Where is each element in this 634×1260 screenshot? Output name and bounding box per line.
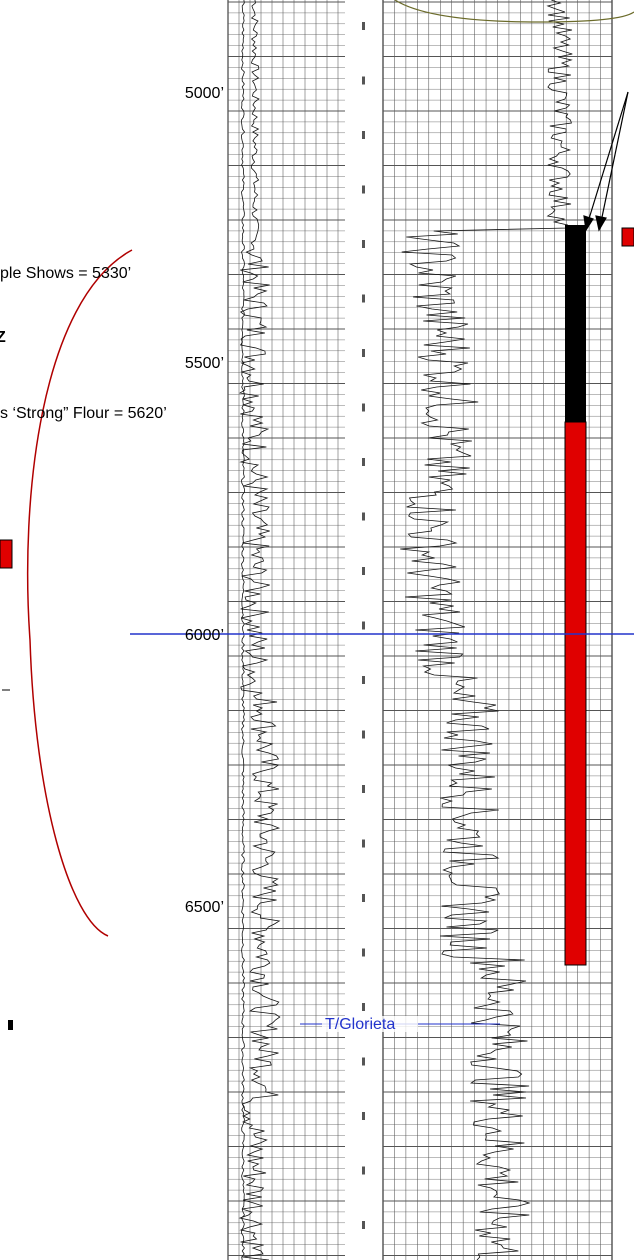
depth-tick: [362, 1221, 365, 1229]
side-marker: [0, 540, 12, 568]
depth-label: 5500’: [185, 355, 224, 372]
depth-tick: [362, 676, 365, 684]
depth-tick: [362, 840, 365, 848]
annotation-marker: Z: [0, 329, 6, 346]
depth-tick: [362, 1003, 365, 1011]
depth-tick: [362, 458, 365, 466]
depth-tick: [362, 240, 365, 248]
show-interval-black: [565, 225, 586, 422]
formation-label: T/Glorieta: [325, 1016, 395, 1033]
depth-tick: [362, 131, 365, 139]
depth-tick: [362, 1058, 365, 1066]
crop-mark: [8, 1020, 13, 1030]
depth-tick: [362, 22, 365, 30]
show-interval-red: [565, 422, 586, 965]
depth-tick: [362, 1167, 365, 1175]
bracket: [28, 250, 132, 936]
depth-label: 6500’: [185, 899, 224, 916]
depth-tick: [362, 785, 365, 793]
well-log-slide: 5000’ 5500’ 6000’ 6500’ ple Shows = 5330…: [0, 0, 634, 1260]
legend-swatch: [622, 228, 634, 246]
callout-arc: [395, 0, 634, 22]
depth-tick: [362, 513, 365, 521]
depth-tick: [362, 1112, 365, 1120]
depth-tick: [362, 567, 365, 575]
depth-tick: [362, 186, 365, 194]
arrow: [588, 92, 628, 222]
depth-label: 6000’: [185, 627, 224, 644]
depth-tick: [362, 295, 365, 303]
depth-tick: [362, 894, 365, 902]
depth-tick: [362, 622, 365, 630]
depth-tick: [362, 404, 365, 412]
depth-tick: [362, 731, 365, 739]
log-trace: [240, 0, 280, 1260]
log-trace: [242, 0, 245, 1260]
annotation: ple Shows = 5330’: [0, 265, 131, 282]
depth-tick: [362, 77, 365, 85]
depth-tick: [362, 349, 365, 357]
arrow: [601, 92, 628, 222]
depth-label: 5000’: [185, 85, 224, 102]
arrowhead: [596, 216, 606, 230]
depth-tick: [362, 949, 365, 957]
annotation: s ‘Strong” Flour = 5620’: [0, 405, 167, 422]
